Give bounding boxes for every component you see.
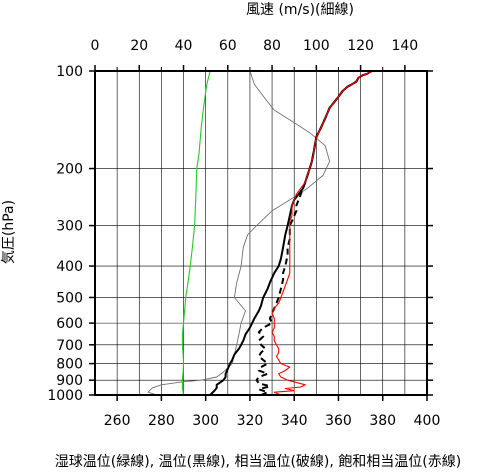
x-top-tick-label: 40 bbox=[175, 38, 193, 54]
series-layer bbox=[147, 71, 373, 395]
series-line-dashed-3 bbox=[255, 71, 373, 395]
x-bottom-tick-label: 320 bbox=[237, 413, 264, 429]
y-tick-label: 600 bbox=[56, 316, 83, 332]
x-top-tick-label: 100 bbox=[303, 38, 330, 54]
x-top-tick-label: 120 bbox=[347, 38, 374, 54]
series-line-solid-1 bbox=[181, 71, 211, 395]
plot-frame bbox=[94, 70, 428, 396]
x-bottom-tick-label: 380 bbox=[369, 413, 396, 429]
x-bottom-tick-label: 340 bbox=[281, 413, 308, 429]
x-bottom-tick-label: 400 bbox=[414, 413, 441, 429]
x-bottom-tick-label: 260 bbox=[104, 413, 131, 429]
top-axis-title: 風速 (m/s)(細線) bbox=[246, 2, 354, 18]
series-line-thick-2 bbox=[209, 71, 373, 395]
bottom-axis-title: 湿球温位(緑線), 温位(黒線), 相当温位(破線), 飽和相当温位(赤線) bbox=[55, 453, 461, 470]
series-line-thin-0 bbox=[147, 71, 331, 395]
x-bottom-tick-label: 280 bbox=[148, 413, 175, 429]
y-tick-label: 400 bbox=[56, 259, 83, 275]
x-top-tick-label: 0 bbox=[91, 38, 100, 54]
y-tick-label: 200 bbox=[56, 162, 83, 178]
x-bottom-tick-label: 360 bbox=[325, 413, 352, 429]
x-top-tick-label: 80 bbox=[263, 38, 281, 54]
y-tick-label: 300 bbox=[56, 219, 83, 235]
x-top-tick-label: 20 bbox=[130, 38, 148, 54]
y-tick-label: 900 bbox=[56, 373, 83, 389]
x-top-tick-label: 140 bbox=[391, 38, 418, 54]
x-bottom-tick-label: 300 bbox=[192, 413, 219, 429]
y-tick-label: 1000 bbox=[47, 388, 83, 404]
y-tick-label: 800 bbox=[56, 357, 83, 373]
y-tick-label: 100 bbox=[56, 64, 83, 80]
series-line-solid-4 bbox=[271, 71, 372, 395]
grid-lines bbox=[95, 70, 427, 396]
x-top-tick-label: 60 bbox=[219, 38, 237, 54]
y-tick-label: 700 bbox=[56, 338, 83, 354]
y-tick-label: 500 bbox=[56, 290, 83, 306]
y-axis-title: 気圧(hPa) bbox=[1, 200, 17, 264]
